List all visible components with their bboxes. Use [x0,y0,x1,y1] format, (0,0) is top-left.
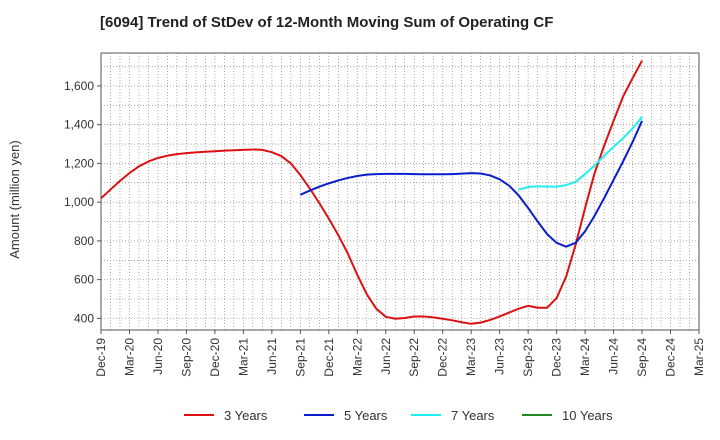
y-tick-label: 1,000 [64,195,94,209]
x-tick-label: Jun-23 [493,338,507,375]
y-tick-label: 800 [74,234,94,248]
x-tick-label: Dec-21 [322,338,336,377]
grid [100,53,700,330]
y-tick-label: 600 [74,273,94,287]
x-tick-label: Jun-24 [607,338,621,375]
x-tick-label: Mar-25 [692,338,706,376]
series-line-3-years [100,60,643,325]
legend-label: 10 Years [562,408,613,423]
series-lines [100,60,643,325]
x-tick-label: Sep-20 [179,338,193,377]
x-tick-label: Mar-20 [122,338,136,376]
legend: 3 Years 5 Years 7 Years 10 Years [184,408,613,423]
x-tick-label: Mar-22 [350,338,364,376]
x-axis-ticks: Dec-19 Mar-20 Jun-20 Sep-20 Dec-20 Mar-21 Jun-… [94,330,706,377]
series-line-5-years [299,120,643,248]
series-line-7-years [518,116,643,191]
y-tick-label: 1,200 [64,156,94,170]
x-tick-label: Dec-22 [436,338,450,377]
x-tick-label: Dec-19 [94,338,108,377]
x-tick-label: Jun-20 [151,338,165,375]
x-tick-label: Jun-21 [265,338,279,375]
y-tick-label: 1,600 [64,79,94,93]
x-tick-label: Dec-23 [550,338,564,377]
legend-label: 3 Years [224,408,268,423]
x-tick-label: Sep-22 [407,338,421,377]
x-tick-label: Dec-24 [664,338,678,377]
x-tick-label: Sep-21 [293,338,307,377]
x-tick-label: Jun-22 [379,338,393,375]
x-tick-label: Dec-20 [208,338,222,377]
x-tick-label: Mar-23 [464,338,478,376]
y-axis-ticks: 400 600 800 1,000 1,200 1,400 1,600 [64,79,101,325]
chart-title: [6094] Trend of StDev of 12-Month Moving… [100,14,554,31]
x-tick-label: Mar-21 [236,338,250,376]
plot-frame [100,52,700,331]
legend-label: 5 Years [344,408,388,423]
x-tick-label: Sep-24 [635,338,649,377]
y-tick-label: 1,400 [64,118,94,132]
x-tick-label: Mar-24 [578,338,592,376]
x-tick-label: Sep-23 [521,338,535,377]
legend-label: 7 Years [451,408,495,423]
y-axis-label: Amount (million yen) [7,140,22,259]
y-tick-label: 400 [74,311,94,325]
